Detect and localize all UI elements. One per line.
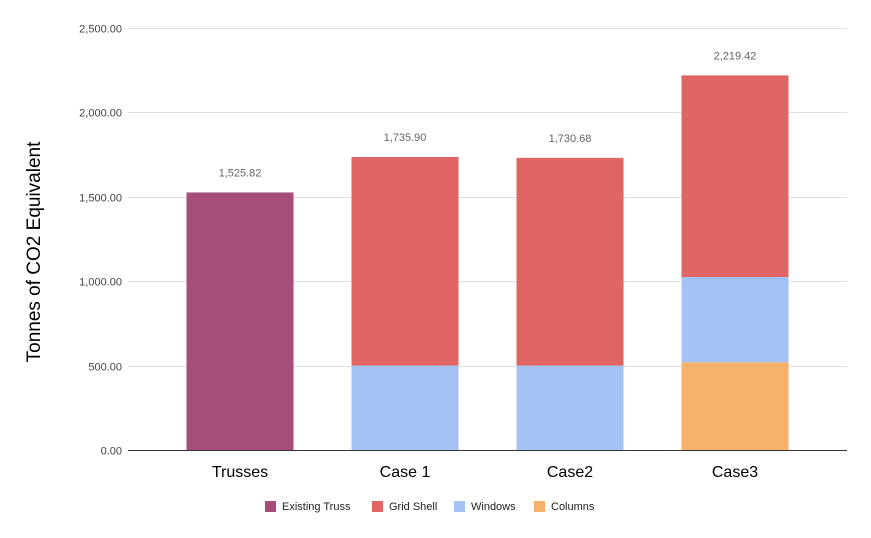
bar-segment-columns (681, 362, 789, 450)
legend-swatch (265, 501, 276, 512)
bar-total-label: 1,525.82 (219, 167, 262, 179)
legend-label: Columns (551, 501, 595, 513)
labels: 0.00 500.00 1,000.00 1,500.00 2,000.00 2,500.… (79, 24, 758, 482)
legend-swatch (534, 501, 545, 512)
y-tick-label: 1,000.00 (79, 277, 122, 289)
legend-label: Windows (471, 501, 516, 513)
y-tick-label: 1,500.00 (79, 193, 122, 205)
bar-segment-grid-shell (351, 156, 459, 366)
legend-label: Grid Shell (389, 501, 437, 513)
bar-segment-grid-shell (516, 157, 624, 366)
x-category-label: Case 1 (380, 464, 431, 481)
bar-segment-windows (681, 276, 789, 363)
bar-segment-windows (351, 365, 459, 450)
legend: Existing Truss Grid Shell Windows Columns (265, 501, 595, 513)
y-axis-title: Tonnes of CO2 Equivalent (24, 141, 45, 362)
x-category-label: Trusses (212, 464, 268, 481)
bars (186, 75, 789, 450)
legend-label: Existing Truss (282, 501, 351, 513)
y-tick-label: 2,500.00 (79, 24, 122, 36)
bar-total-label: 1,735.90 (384, 132, 427, 144)
bar-total-label: 2,219.42 (714, 50, 757, 62)
legend-swatch (454, 501, 465, 512)
legend-swatch (372, 501, 383, 512)
y-tick-label: 0.00 (101, 446, 122, 458)
bar-segment-windows (516, 365, 624, 450)
y-tick-label: 2,000.00 (79, 108, 122, 120)
bar-segment-grid-shell (681, 75, 789, 277)
y-tick-label: 500.00 (88, 362, 122, 374)
x-category-label: Case3 (712, 464, 758, 481)
bar-segment-existing-truss (186, 192, 294, 450)
bar-total-label: 1,730.68 (549, 133, 592, 145)
x-category-label: Case2 (547, 464, 593, 481)
